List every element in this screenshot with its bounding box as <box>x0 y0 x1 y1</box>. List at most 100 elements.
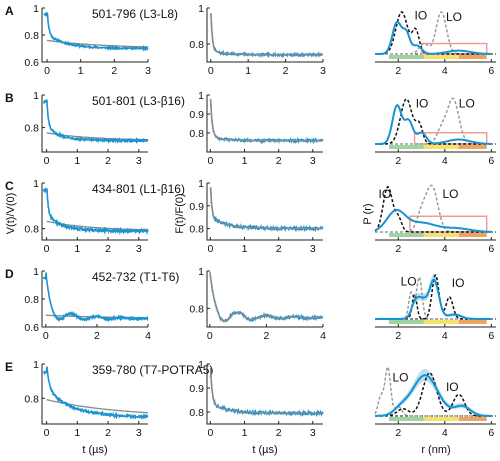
col3-lo-label: LO <box>401 275 417 289</box>
col3-io-distribution <box>374 186 491 233</box>
col3-xtick-label: 4 <box>442 155 448 167</box>
col1-ytick-label: 0.8 <box>24 30 39 42</box>
col3-xtick-label: 6 <box>488 427 494 439</box>
col1-ytick-label: 0.8 <box>24 393 39 405</box>
col2-xtick-label: 3 <box>310 243 316 255</box>
construct-label: 501-796 (L3-L8) <box>92 7 178 21</box>
col3-experimental-distribution <box>375 20 491 55</box>
panel-letter: D <box>5 267 14 281</box>
col1-xtick-label: 3 <box>136 243 142 255</box>
col1-xtick-label: 0 <box>44 427 50 439</box>
col2-ytick-label: 1 <box>198 90 204 102</box>
col2-ytick-label: 1 <box>198 178 204 190</box>
panel-E: E 359-780 (T7-POTRA5) 0 1 2 3 0.8 1 0 1 2 3 0.8 0.9 1 2… <box>5 359 496 439</box>
col3-experimental-distribution <box>375 374 491 417</box>
col3-experimental-distribution <box>374 209 491 233</box>
col2-xtick-label: 1 <box>242 243 248 255</box>
col3-io-distribution <box>375 98 491 145</box>
col2-data-trace <box>209 272 324 324</box>
col1-ytick-label: 0.6 <box>24 322 39 334</box>
col1-ytick-label: 1 <box>33 178 39 190</box>
col1-x-axis-label: t (µs) <box>82 444 107 456</box>
col3-reliability-band <box>423 55 459 59</box>
col3-xtick-label: 2 <box>395 243 401 255</box>
panel-D: D 452-732 (T1-T6) 0 2 4 0.6 0.8 1 0 2 4 0.8 1 2 4 6 IO LO <box>5 266 496 342</box>
col3-io-label: IO <box>416 97 429 111</box>
col2-ytick-label: 0.9 <box>189 201 204 213</box>
col2-xtick-label: 3 <box>320 65 326 77</box>
col3-reliability-band <box>458 145 487 149</box>
construct-label: 434-801 (L1-β16) <box>92 182 185 196</box>
col3-lo-label: LO <box>392 371 408 385</box>
col3-xtick-label: 6 <box>488 330 494 342</box>
col2-xtick-label: 2 <box>276 243 282 255</box>
col3-x-axis-label: r (nm) <box>421 444 450 456</box>
col2-y-axis-label: F(t)/F(0) <box>174 193 186 233</box>
col2-xtick-label: 0 <box>207 427 213 439</box>
panel-letter: B <box>5 91 14 105</box>
col2-xtick-label: 0 <box>207 330 213 342</box>
col3-reliability-band <box>458 55 487 59</box>
col3-lo-label: LO <box>442 187 458 201</box>
col1-ytick-label: 1 <box>33 266 39 278</box>
col1-xtick-label: 4 <box>145 330 151 342</box>
construct-label: 359-780 (T7-POTRA5) <box>92 363 213 377</box>
col3-xtick-label: 2 <box>395 427 401 439</box>
col1-xtick-label: 2 <box>94 330 100 342</box>
col2-fit-line <box>209 187 323 230</box>
col2-ytick-label: 1 <box>198 266 204 278</box>
col3-xtick-label: 2 <box>395 330 401 342</box>
col2-xtick-label: 0 <box>208 65 214 77</box>
col3-confidence-band <box>375 368 491 416</box>
col2-xtick-label: 2 <box>276 155 282 167</box>
col1-data-trace <box>42 272 149 323</box>
col2-axes <box>206 271 323 328</box>
col3-lo-distribution <box>374 365 491 417</box>
col3-io-label: IO <box>415 8 428 22</box>
col2-data-trace <box>209 187 324 233</box>
col3-lo-label: LO <box>459 97 475 111</box>
col1-ytick-label: 0.8 <box>24 224 39 236</box>
panel-letter: C <box>5 179 14 193</box>
col1-y-axis-label: V(t)/V(0) <box>5 193 17 235</box>
col2-axes <box>206 8 323 63</box>
col1-ytick-label: 0.8 <box>24 294 39 306</box>
col2-xtick-label: 1 <box>242 427 248 439</box>
col3-reliability-band <box>388 233 424 237</box>
col1-xtick-label: 1 <box>74 427 80 439</box>
col2-xtick-label: 3 <box>310 155 316 167</box>
col3-lo-distribution <box>375 97 491 145</box>
col1-data-trace <box>42 99 149 145</box>
col1-ytick-label: 1 <box>33 359 39 371</box>
col2-data-trace <box>209 99 324 145</box>
col3-xtick-label: 4 <box>442 427 448 439</box>
col3-xtick-label: 2 <box>395 155 401 167</box>
col1-xtick-label: 2 <box>105 243 111 255</box>
col1-xtick-label: 2 <box>105 155 111 167</box>
col3-reliability-band <box>388 417 424 421</box>
col3-io-label: IO <box>446 380 459 394</box>
col2-ytick-label: 0.9 <box>189 383 204 395</box>
col3-reliability-band <box>423 233 459 237</box>
col2-xtick-label: 2 <box>283 65 289 77</box>
col1-ytick-label: 0.8 <box>24 123 39 135</box>
col2-data-trace <box>209 367 324 418</box>
col3-io-label: IO <box>452 276 465 290</box>
col1-xtick-label: 1 <box>74 243 80 255</box>
col1-ytick-label: 1 <box>33 3 39 15</box>
col3-reliability-band <box>388 145 424 149</box>
col2-ytick-label: 0.8 <box>189 39 204 51</box>
col2-fit-line <box>209 367 323 414</box>
col1-axes <box>41 95 148 153</box>
col3-reliability-band <box>458 417 487 421</box>
col1-data-trace <box>42 186 149 236</box>
col3-xtick-label: 6 <box>488 155 494 167</box>
col2-xtick-label: 2 <box>263 330 269 342</box>
col1-xtick-label: 2 <box>105 427 111 439</box>
col3-reliability-band <box>388 55 424 59</box>
col1-xtick-label: 3 <box>145 65 151 77</box>
col2-data-trace <box>210 13 324 59</box>
col1-axes <box>41 364 148 425</box>
col2-axes <box>206 95 323 153</box>
